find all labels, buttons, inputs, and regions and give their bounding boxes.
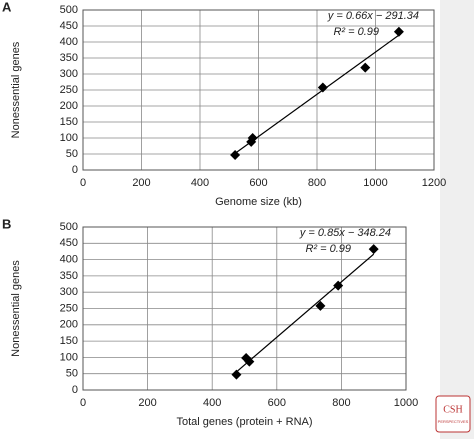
- x-tick-label: 0: [80, 177, 86, 189]
- r-squared: R² = 0.99: [305, 243, 351, 255]
- x-tick-label: 400: [191, 177, 209, 189]
- y-tick-label: 100: [60, 132, 78, 144]
- y-axis-label: Nonessential genes: [10, 260, 22, 357]
- x-tick-label: 800: [332, 397, 350, 409]
- x-axis-label: Total genes (protein + RNA): [176, 416, 312, 428]
- point: [315, 300, 326, 311]
- y-tick-label: 450: [60, 237, 78, 249]
- y-tick-label: 400: [60, 36, 78, 48]
- y-tick-label: 200: [60, 319, 78, 331]
- y-tick-label: 500: [60, 4, 78, 16]
- point: [230, 149, 241, 160]
- point: [333, 280, 344, 291]
- point: [317, 82, 328, 93]
- x-tick-label: 1000: [363, 177, 387, 189]
- logo-box: [435, 395, 471, 433]
- fit-line: [236, 253, 375, 373]
- x-tick-label: 600: [268, 397, 286, 409]
- equation: y = 0.85x − 348.24: [299, 227, 391, 239]
- x-tick-label: 800: [308, 177, 326, 189]
- plot-frame: [82, 9, 435, 171]
- y-tick-label: 250: [60, 302, 78, 314]
- y-axis-label: Nonessential genes: [10, 41, 22, 138]
- y-tick-label: 200: [60, 100, 78, 112]
- side-strip: [440, 0, 474, 439]
- y-tick-label: 350: [60, 52, 78, 64]
- y-tick-label: 500: [60, 221, 78, 233]
- y-tick-label: 400: [60, 254, 78, 266]
- y-tick-label: 300: [60, 286, 78, 298]
- logo-text: CSH: [443, 404, 462, 415]
- point: [244, 356, 255, 367]
- point: [247, 133, 258, 143]
- x-tick-label: 200: [138, 397, 156, 409]
- point: [393, 26, 404, 37]
- y-tick-label: 50: [66, 368, 78, 380]
- y-tick-label: 250: [60, 84, 78, 96]
- panel-label: A: [2, 0, 12, 14]
- x-axis-label: Genome size (kb): [215, 196, 302, 208]
- equation: y = 0.66x − 291.34: [327, 10, 419, 22]
- point: [231, 369, 242, 380]
- logo-subtext: PERSPECTIVES: [438, 419, 469, 424]
- r-squared: R² = 0.99: [333, 26, 379, 38]
- x-tick-label: 1200: [422, 177, 446, 189]
- y-tick-label: 450: [60, 20, 78, 32]
- x-tick-label: 400: [203, 397, 221, 409]
- y-tick-label: 50: [66, 148, 78, 160]
- panel-label: B: [2, 216, 11, 231]
- x-tick-label: 1000: [394, 397, 418, 409]
- y-tick-label: 150: [60, 335, 78, 347]
- y-tick-label: 100: [60, 351, 78, 363]
- y-tick-label: 300: [60, 68, 78, 80]
- point: [360, 62, 371, 73]
- y-tick-label: 0: [72, 384, 78, 396]
- x-tick-label: 200: [132, 177, 150, 189]
- fit-line: [234, 34, 400, 154]
- y-tick-label: 350: [60, 270, 78, 282]
- y-tick-label: 0: [72, 164, 78, 176]
- x-tick-label: 0: [80, 397, 86, 409]
- x-tick-label: 600: [249, 177, 267, 189]
- plot-frame: [82, 226, 407, 391]
- point: [368, 244, 379, 255]
- y-tick-label: 150: [60, 116, 78, 128]
